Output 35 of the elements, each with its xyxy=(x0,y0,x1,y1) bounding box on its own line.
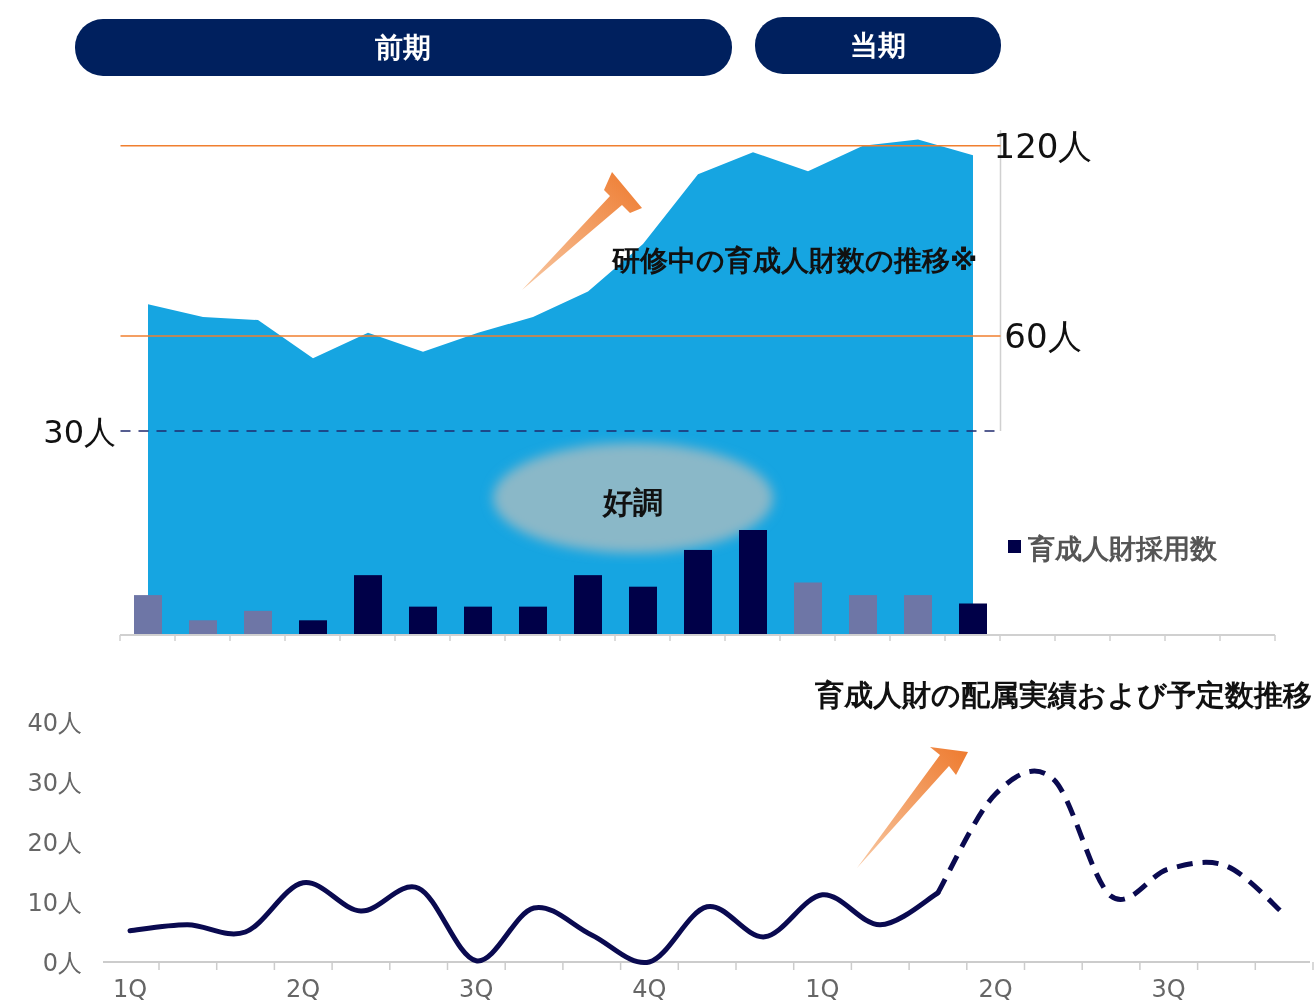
y-tick-label: 60人 xyxy=(1004,315,1082,356)
x-tick-label: 3Q xyxy=(1151,975,1186,1000)
bar xyxy=(794,582,822,635)
text: 前期 xyxy=(374,31,431,64)
x-tick-label: 3Q xyxy=(459,975,494,1000)
y-tick-label: 10人 xyxy=(27,889,82,917)
bar xyxy=(904,595,932,635)
y-tick-label: 30人 xyxy=(27,769,82,797)
bar xyxy=(684,549,712,635)
y-tick-label: 20人 xyxy=(27,829,82,857)
bar xyxy=(959,603,987,635)
bar xyxy=(354,575,382,635)
x-tick-label: 1Q xyxy=(112,975,148,1000)
bar xyxy=(519,606,547,635)
chart-title: 育成人財の配属実績および予定数推移 xyxy=(814,678,1312,712)
bar xyxy=(464,606,492,635)
bar xyxy=(574,575,602,635)
bar xyxy=(244,610,272,635)
x-tick-label: 2Q xyxy=(978,975,1013,1000)
x-tick-label: 1Q xyxy=(805,975,840,1000)
y-tick-label: 40人 xyxy=(27,709,82,737)
text: 好調 xyxy=(602,485,663,520)
bar xyxy=(409,606,437,635)
text: 当期 xyxy=(850,29,906,62)
bar xyxy=(134,595,162,635)
legend: 育成人財採用数 xyxy=(1008,533,1217,564)
bar xyxy=(739,530,767,635)
bar xyxy=(629,586,657,635)
y-tick-label: 0人 xyxy=(42,949,82,977)
bar xyxy=(189,620,217,635)
x-tick-label: 2Q xyxy=(286,975,321,1000)
y-tick-label: 120人 xyxy=(993,125,1093,166)
bar xyxy=(299,620,327,635)
bar xyxy=(849,595,877,635)
x-tick-label: 4Q xyxy=(632,975,667,1000)
